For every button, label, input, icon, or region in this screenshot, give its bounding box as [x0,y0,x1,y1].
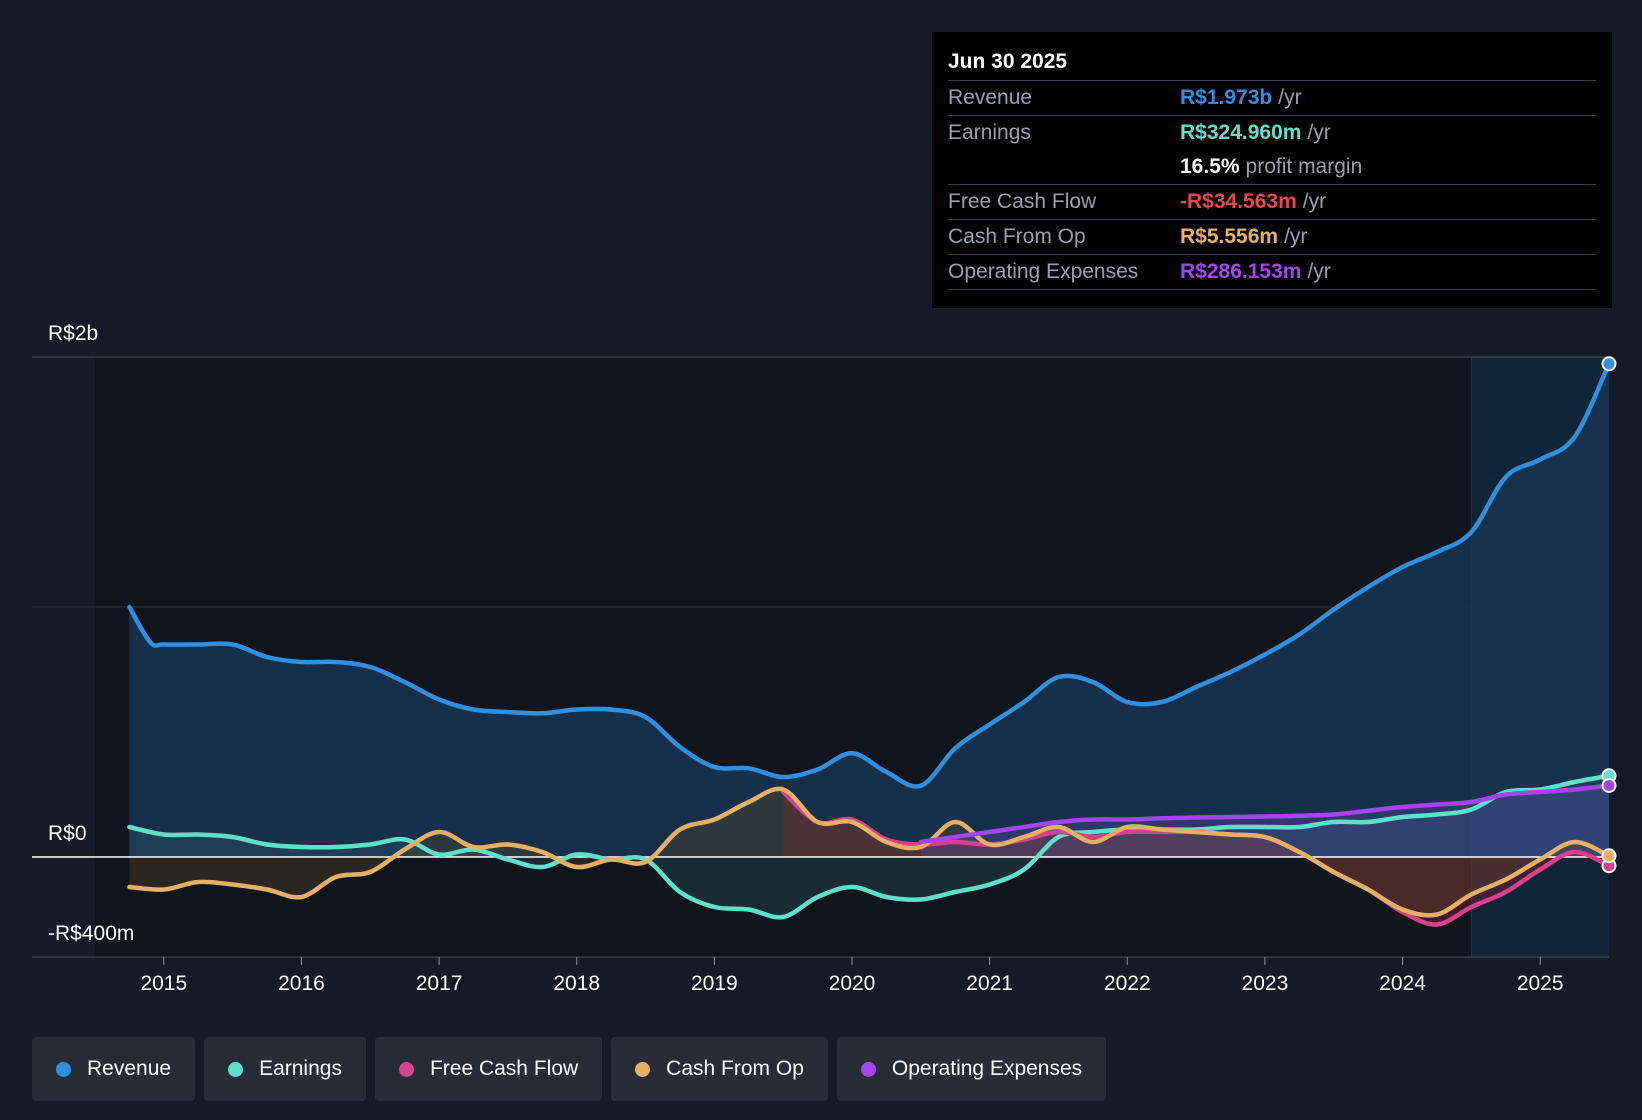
x-tick-label-2017: 2017 [416,972,463,995]
tooltip-cfo-value: R$5.556m [1180,225,1279,248]
tooltip-opex-label: Operating Expenses [948,260,1139,283]
tooltip-earnings-label: Earnings [948,121,1031,144]
tooltip-row-fcf: Free Cash Flow -R$34.563m /yr [948,184,1596,219]
legend-item-operating-expenses[interactable]: Operating Expenses [836,1037,1107,1101]
earnings-dot-icon [228,1061,244,1077]
revenue-dot-icon [56,1061,71,1077]
area-free-cash-flow [783,792,1609,925]
tooltip-cfo-label: Cash From Op [948,225,1086,248]
tooltip-revenue-label: Revenue [948,86,1033,109]
legend-label-revenue: Revenue [87,1057,172,1080]
tooltip-row-revenue: Revenue R$1.973b /yr [948,80,1596,115]
line-revenue [127,361,1612,789]
x-tick-label-2024: 2024 [1379,972,1426,995]
tooltip-row-cfo: Cash From Op R$5.556m /yr [948,219,1596,254]
area-cash-from-op [129,788,1609,916]
endpoint-operating-expenses [1601,778,1617,793]
line-operating-expenses [918,783,1612,845]
tooltip-fcf-label: Free Cash Flow [948,190,1097,213]
cash-from-op-dot-icon [635,1061,651,1077]
endpoint-revenue [1601,356,1617,372]
legend-label-free-cash-flow: Free Cash Flow [429,1057,579,1080]
legend-item-free-cash-flow[interactable]: Free Cash Flow [374,1037,603,1101]
y-tick-label-bottom: -R$400m [48,922,134,945]
x-tick-label-2019: 2019 [691,972,738,995]
tooltip-fcf-unit: /yr [1302,190,1327,213]
line-cash-from-op [127,786,1612,918]
area-revenue [129,363,1609,857]
y-tick-label-zero: R$0 [48,822,87,845]
legend: Revenue Earnings Free Cash Flow Cash Fro… [32,1037,1107,1101]
x-tick-label-2022: 2022 [1104,972,1151,995]
tooltip-divider [948,289,1596,290]
legend-label-earnings: Earnings [259,1057,342,1080]
legend-label-operating-expenses: Operating Expenses [891,1057,1083,1080]
legend-item-earnings[interactable]: Earnings [204,1037,366,1101]
legend-item-revenue[interactable]: Revenue [32,1037,196,1101]
tooltip-revenue-unit: /yr [1278,86,1302,109]
tooltip-earnings-unit: /yr [1307,121,1331,144]
tooltip-row-opex: Operating Expenses R$286.153m /yr [948,254,1596,289]
tooltip-opex-unit: /yr [1307,260,1331,283]
tooltip-margin-label: profit margin [1245,155,1363,178]
tooltip-opex-value: R$286.153m [1180,260,1302,283]
tooltip-earnings-value: R$324.960m [1180,121,1302,144]
free-cash-flow-dot-icon [398,1061,414,1077]
x-tick-label-2015: 2015 [140,972,187,995]
line-earnings [127,773,1612,920]
x-tick-label-2016: 2016 [278,972,325,995]
tooltip: Jun 30 2025 Revenue R$1.973b /yr Earning… [932,32,1612,308]
x-tick-label-2023: 2023 [1242,972,1289,995]
x-tick-label-2021: 2021 [966,972,1013,995]
x-tick-label-2020: 2020 [829,972,876,995]
x-tick-label-2018: 2018 [553,972,600,995]
tooltip-revenue-value: R$1.973b [1180,86,1273,109]
tooltip-row-earnings: Earnings R$324.960m /yr [948,115,1596,150]
operating-expenses-dot-icon [860,1061,876,1077]
x-tick-label-2025: 2025 [1517,972,1564,995]
tooltip-cfo-unit: /yr [1284,225,1308,248]
tooltip-date: Jun 30 2025 [948,50,1068,73]
y-tick-label-top: R$2b [48,322,98,345]
legend-label-cash-from-op: Cash From Op [666,1057,804,1080]
endpoint-cash-from-op [1601,848,1617,864]
tooltip-margin-value: 16.5% [1180,155,1240,178]
legend-item-cash-from-op[interactable]: Cash From Op [611,1037,828,1101]
tooltip-row-margin: 16.5% profit margin [948,150,1596,184]
tooltip-fcf-value: -R$34.563m [1180,190,1297,213]
